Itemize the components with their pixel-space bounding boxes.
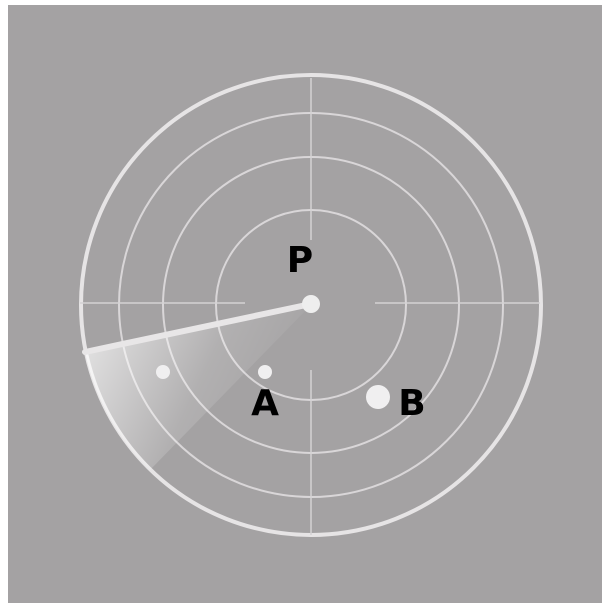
label-p: P xyxy=(287,240,313,281)
label-b: B xyxy=(398,383,425,424)
target-dot xyxy=(258,365,272,379)
label-a: A xyxy=(251,383,279,424)
target-dot xyxy=(156,365,170,379)
center-dot xyxy=(302,295,320,313)
radar-screen: P A B xyxy=(0,0,608,609)
target-dot xyxy=(366,385,390,409)
